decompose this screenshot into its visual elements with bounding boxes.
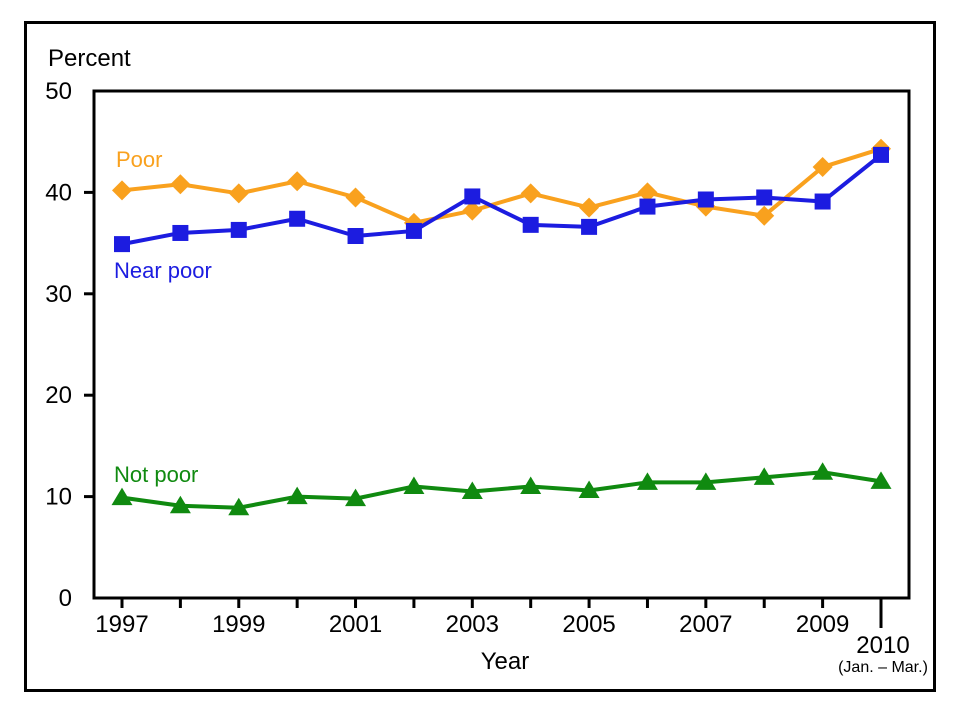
not-poor-point-marker <box>695 472 717 490</box>
not-poor-point-marker <box>228 497 250 516</box>
final-x-tick-block: 2010 (Jan. – Mar.) <box>823 633 943 677</box>
not-poor-point-marker <box>111 487 133 506</box>
near-poor-line <box>121 153 883 247</box>
not-poor-point-marker <box>169 495 191 514</box>
poor-point-marker <box>345 187 366 208</box>
series-label-near-poor: Near poor <box>114 258 212 283</box>
not-poor-point-marker <box>812 462 834 480</box>
poor-point-marker <box>754 205 775 226</box>
x-tick-label: 1997 <box>95 611 148 638</box>
near-poor-point-marker <box>581 218 598 235</box>
near-poor-point-marker <box>756 189 773 206</box>
not-poor-point-marker <box>345 488 367 507</box>
final-x-tick-label: 2010 <box>856 632 910 659</box>
not-poor-point-marker <box>461 481 483 500</box>
y-tick-label: 50 <box>45 78 72 105</box>
series-label-not-poor: Not poor <box>114 462 199 487</box>
near-poor-point-marker <box>114 236 130 253</box>
x-tick-label: 2009 <box>796 611 849 638</box>
not-poor-point-marker <box>753 467 775 485</box>
poor-point-marker <box>637 182 658 203</box>
poor-point-marker <box>812 157 833 178</box>
not-poor-point-marker <box>403 476 425 494</box>
not-poor-point-marker <box>870 471 892 489</box>
plot-frame <box>92 89 911 600</box>
poor-point-marker <box>520 183 541 204</box>
not-poor-point-marker <box>636 472 658 490</box>
x-tick-label: 2001 <box>329 611 382 638</box>
near-poor-point-marker <box>873 146 889 163</box>
x-tick-label: 2007 <box>679 611 732 638</box>
near-poor-point-marker <box>289 210 306 227</box>
x-tick-label: 2003 <box>446 611 499 638</box>
near-poor-point-marker <box>230 221 247 238</box>
series-label-poor: Poor <box>116 147 163 172</box>
near-poor-point-marker <box>172 224 189 241</box>
not-poor-point-marker <box>286 486 308 505</box>
near-poor-point-marker <box>697 191 714 208</box>
near-poor-point-marker <box>522 216 539 233</box>
x-axis-title: Year <box>480 648 530 675</box>
not-poor-point-marker <box>578 480 600 499</box>
y-tick-label: 10 <box>45 484 72 511</box>
poor-point-marker <box>287 171 308 192</box>
poor-point-marker <box>228 183 249 204</box>
y-tick-label: 20 <box>45 382 72 409</box>
near-poor-point-marker <box>347 228 364 245</box>
figure-border <box>24 21 936 692</box>
x-tick-label: 2005 <box>562 611 615 638</box>
not-poor-line <box>121 470 882 510</box>
y-axis-title: Percent <box>48 45 131 72</box>
near-poor-point-marker <box>464 188 481 205</box>
y-tick-label: 40 <box>45 179 72 206</box>
near-poor-point-marker <box>639 198 656 215</box>
y-tick-label: 0 <box>59 585 72 612</box>
poor-point-marker <box>112 180 132 201</box>
final-x-tick-sublabel: (Jan. – Mar.) <box>838 659 928 676</box>
poor-point-marker <box>462 200 483 221</box>
not-poor-point-marker <box>520 476 542 494</box>
y-tick-label: 30 <box>45 281 72 308</box>
poor-point-marker <box>170 174 191 195</box>
near-poor-point-marker <box>814 193 831 210</box>
near-poor-point-marker <box>405 222 422 239</box>
x-tick-label: 1999 <box>212 611 265 638</box>
poor-line <box>121 146 882 225</box>
poor-point-marker <box>579 197 600 218</box>
